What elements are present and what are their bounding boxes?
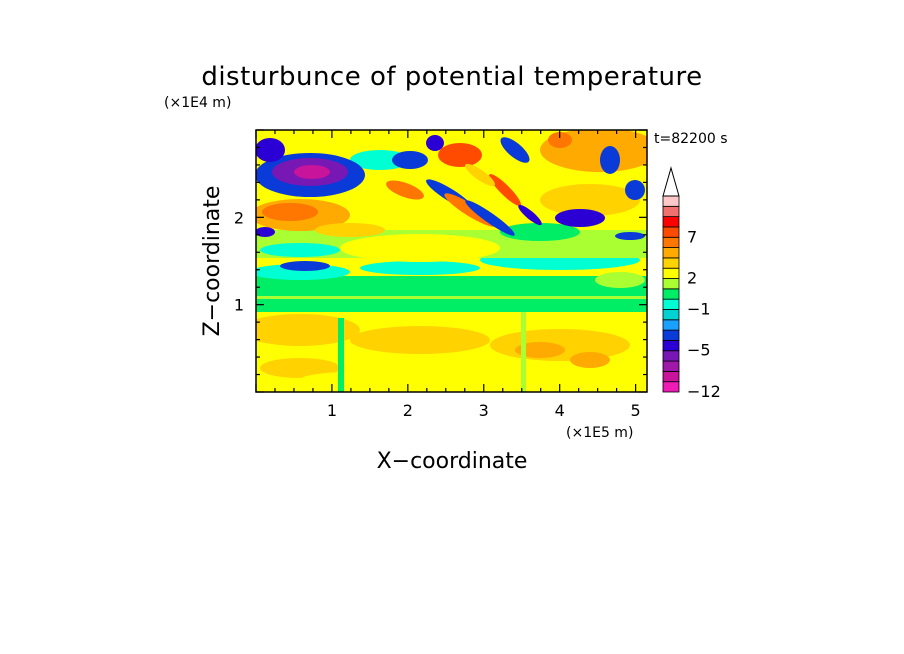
colorbar-swatch [662,298,680,310]
low-orange-patch [256,314,360,346]
y-axis-label: Z−coordinate [200,186,225,337]
mid-green-band [256,276,647,312]
plot-frame [255,129,648,393]
wave-crest-warm [464,163,496,187]
colorbar-swatch [662,267,680,279]
wave-crest-cold [392,151,428,169]
x-tick-label: 4 [555,401,565,420]
heatmap-field [256,130,647,392]
time-label: t=82200 s [654,131,728,147]
low-yellow-patch [430,367,510,383]
colorbar-swatch [662,340,680,352]
wave-crest-cold [256,227,275,237]
top-red-patch [262,203,318,221]
plume-stripe [521,300,526,392]
colorbar-extend-arrow [662,166,680,197]
colorbar-swatch [662,329,680,341]
colorbar-swatch [662,319,680,331]
wave-crest-cold [518,204,542,226]
colorbar-swatch [662,278,680,290]
colorbar: −12−5−127 [662,166,721,401]
colorbar-swatch [662,360,680,372]
cold-anomaly-outer [256,138,285,162]
x-tick-label: 1 [327,401,337,420]
top-green-patch [500,223,580,241]
wave-crest-cold [426,135,444,151]
x-unit-label: (×1E5 m) [566,425,633,441]
colorbar-swatch [662,226,680,238]
wave-crest-cold [500,137,530,163]
upper-blue-patch [280,261,330,271]
colorbar-swatch [662,350,680,362]
colorbar-label: 7 [687,227,697,246]
colorbar-label: −1 [687,299,711,318]
wave-crest-warm [548,132,572,148]
low-orange-patch [515,342,565,358]
wave-crest-cold [625,180,645,200]
wave-crest-warm [386,180,424,200]
colorbar-swatch [662,195,680,207]
x-tick-label: 2 [403,401,413,420]
x-axis-label: X−coordinate [377,449,528,474]
wave-crest-cold [615,232,645,240]
chart-title: disturbunce of potential temperature [201,62,702,92]
cold-anomaly-core [294,165,330,179]
low-orange-patch [350,326,490,354]
low-orange-patch [260,358,340,378]
wave-crest-cold [555,209,605,227]
colorbar-swatch [662,257,680,269]
wave-crest-warm [438,143,482,167]
wave-packets [256,132,645,240]
colorbar-swatch [662,236,680,248]
top-cyan-patch [350,150,410,170]
low-orange-patch [490,329,630,361]
low-orange-patch [570,352,610,368]
y-axis: 12 [234,129,647,393]
colorbar-swatch [662,309,680,321]
colorbar-swatch [662,216,680,228]
colorbar-label: −5 [687,341,711,360]
low-yellow-patch [300,372,400,388]
colorbar-label: −12 [687,382,721,401]
x-axis: 1 2 3 4 5 [255,130,641,420]
y-unit-label: (×1E4 m) [164,95,231,111]
colorbar-swatch [662,370,680,383]
y-tick-label: 1 [234,296,244,315]
x-tick-label: 5 [631,401,641,420]
colorbar-swatch [662,247,680,259]
wave-crest-cold [600,146,620,174]
wave-crest-warm [489,174,521,206]
colorbar-swatch [662,288,680,300]
top-orange-patch [540,184,640,216]
mid-cyan-stripe [256,296,647,299]
top-orange-patch [315,223,385,237]
upper-yellow-wedge [340,234,500,262]
colorbar-label: 2 [687,269,697,288]
x-tick-label: 3 [479,401,489,420]
colorbar-swatch [662,205,680,218]
mid-yellow-patch [595,272,645,288]
plume-stripe [338,318,344,392]
y-tick-label: 2 [234,208,244,227]
colorbar-swatch [662,381,680,393]
mid-cyan-patch [360,261,480,275]
wave-crest-cold [465,200,515,236]
upper-cyan-patch [260,243,340,257]
